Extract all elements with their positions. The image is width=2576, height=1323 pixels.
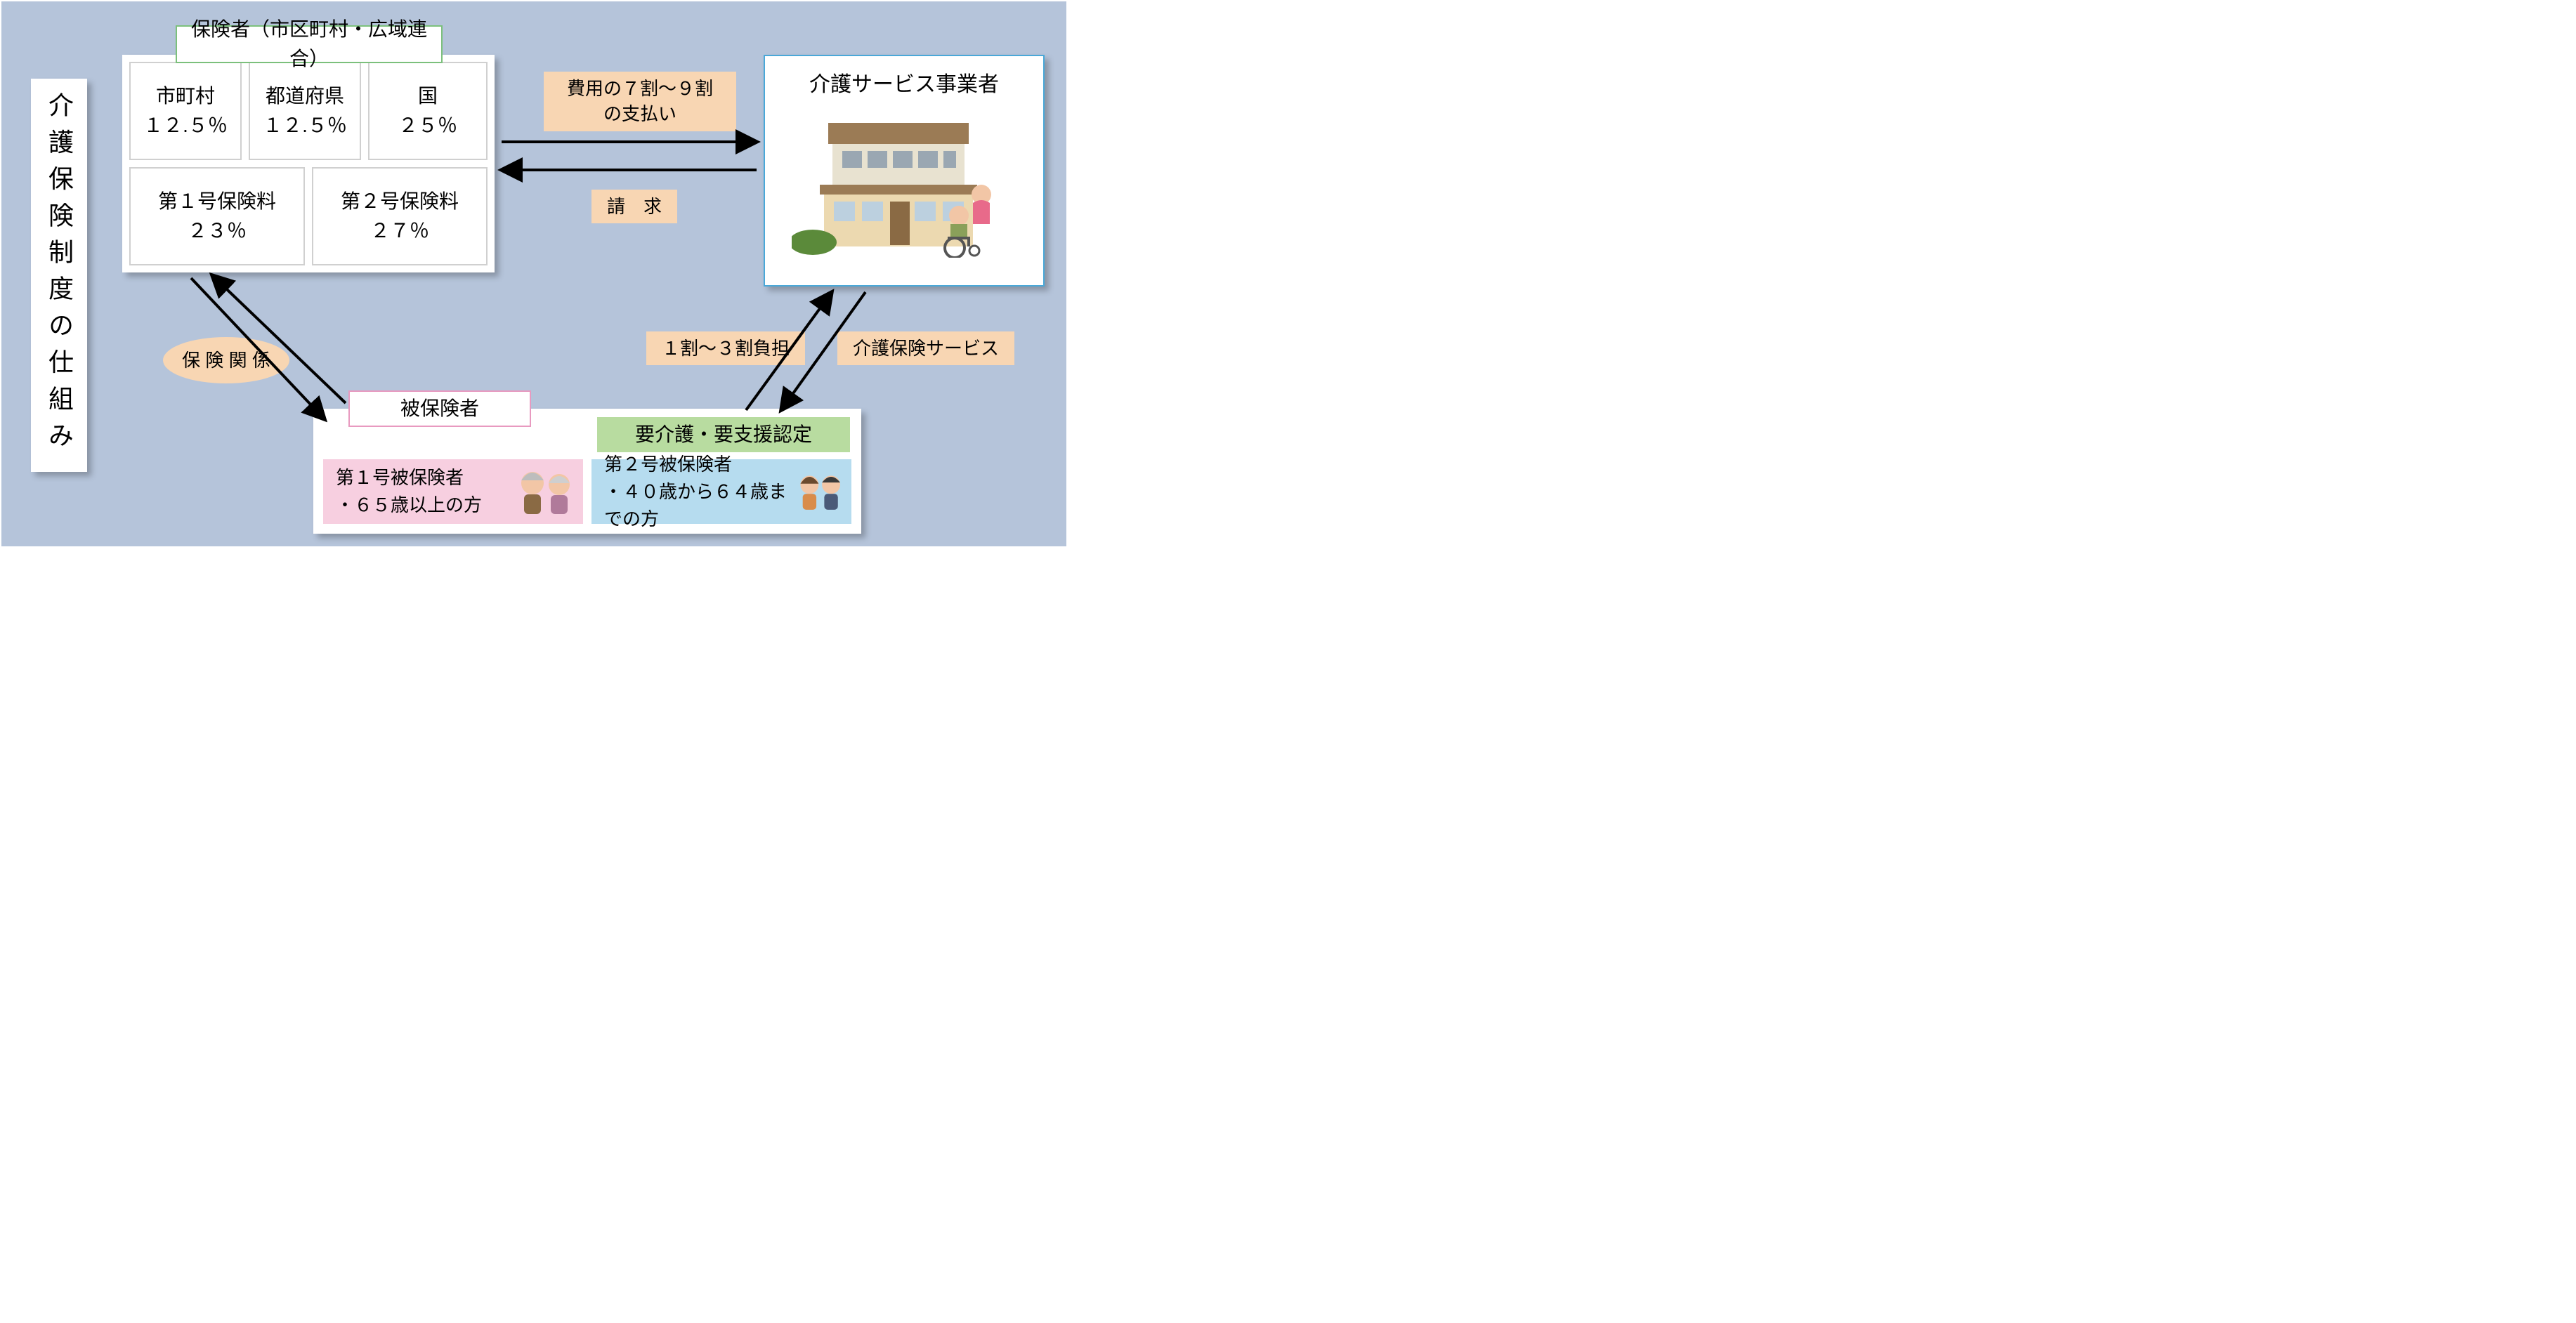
funding-national-label: 国 [418,81,438,111]
provider-block: 介護サービス事業者 [764,55,1045,287]
flow-copay-label: １割～３割負担 [646,331,805,365]
funding-premium1-label: 第１号保険料 [158,187,276,216]
elderly-couple-icon [516,466,577,517]
funding-premium2-label: 第２号保険料 [341,187,459,216]
funding-premium1: 第１号保険料 ２３％ [129,167,305,265]
insured1-text: 第１号被保険者 ・６５歳以上の方 [336,464,482,519]
insurer-title: 保険者（市区町村・広域連合） [176,25,443,63]
diagram-canvas: 介護保険制度の仕組み 市町村 １２.５％ 都道府県 １２.５％ 国 ２５％ 第１… [0,0,1068,548]
provider-title: 介護サービス事業者 [809,69,999,100]
funding-premium2: 第２号保険料 ２７％ [312,167,488,265]
funding-prefecture: 都道府県 １２.５％ [249,62,361,160]
flow-payment-label: 費用の７割～９割 の支払い [544,72,736,131]
flow-billing-label: 請 求 [591,190,677,223]
insurer-block: 市町村 １２.５％ 都道府県 １２.５％ 国 ２５％ 第１号保険料 ２３％ 第２… [122,55,495,272]
funding-national-value: ２５％ [398,111,457,140]
funding-municipal: 市町村 １２.５％ [129,62,242,160]
flow-relation-label: 保 険 関 係 [163,337,289,383]
diagram-title-vertical: 介護保険制度の仕組み [31,79,87,472]
funding-premium2-value: ２７％ [370,216,429,246]
insured-title: 被保険者 [348,390,531,427]
funding-municipal-label: 市町村 [156,81,215,111]
insured-category-1: 第１号被保険者 ・６５歳以上の方 [323,459,583,524]
funding-prefecture-label: 都道府県 [266,81,344,111]
insured-block: 要介護・要支援認定 第１号被保険者 ・６５歳以上の方 第２号被保険者 ・４０歳か… [313,409,861,534]
flow-service-label: 介護保険サービス [837,331,1014,365]
funding-prefecture-value: １２.５％ [263,111,347,140]
funding-national: 国 ２５％ [368,62,488,160]
certification-label: 要介護・要支援認定 [597,417,850,452]
adult-couple-icon [796,466,846,517]
insured-category-2: 第２号被保険者 ・４０歳から６４歳までの方 [591,459,851,524]
insured2-text: 第２号被保険者 ・４０歳から６４歳までの方 [604,451,796,533]
funding-premium1-value: ２３％ [188,216,247,246]
care-facility-icon [792,110,1016,258]
funding-municipal-value: １２.５％ [143,111,228,140]
